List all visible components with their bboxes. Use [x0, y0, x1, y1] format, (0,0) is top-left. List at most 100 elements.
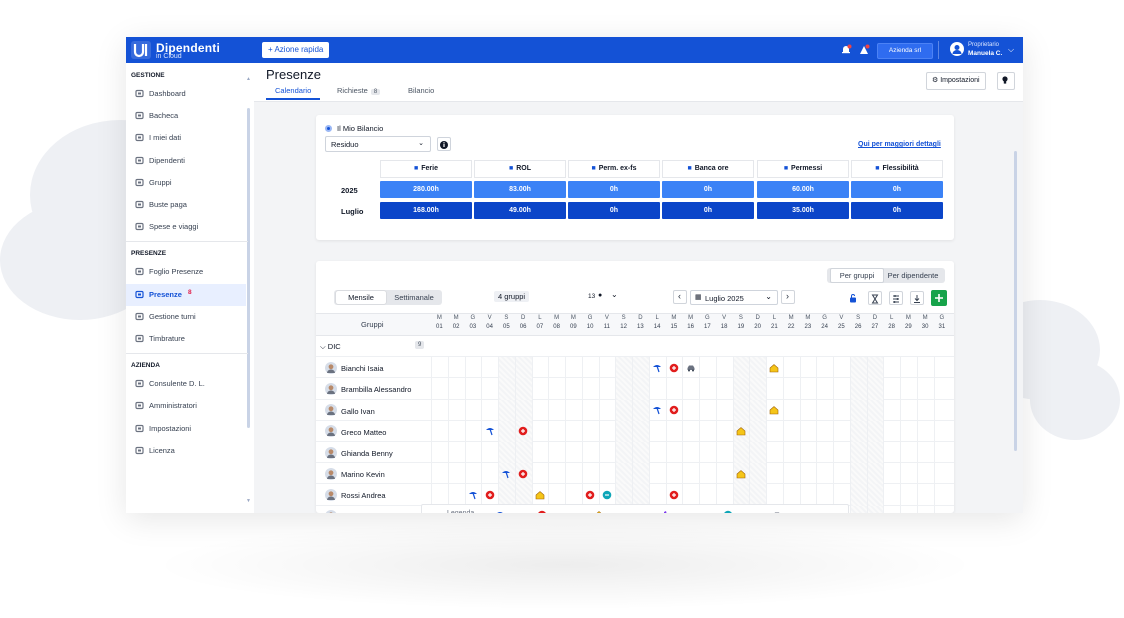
day-cell[interactable]: [816, 378, 833, 400]
day-cell[interactable]: [682, 420, 699, 442]
day-cell[interactable]: [849, 505, 867, 513]
day-cell[interactable]: [749, 463, 766, 485]
day-cell[interactable]: [581, 357, 599, 379]
day-cell[interactable]: [514, 484, 532, 506]
day-cell[interactable]: [732, 357, 750, 379]
day-cell[interactable]: [816, 420, 833, 442]
day-cell[interactable]: [866, 357, 884, 379]
day-number[interactable]: 08: [553, 324, 560, 330]
day-cell[interactable]: [799, 420, 817, 442]
day-cell[interactable]: [715, 357, 733, 379]
day-cell[interactable]: [431, 484, 448, 506]
sidebar-item-presenze[interactable]: Presenze 8: [126, 283, 246, 306]
day-cell[interactable]: [632, 399, 649, 421]
day-cell[interactable]: [849, 484, 867, 506]
day-cell[interactable]: [782, 357, 800, 379]
tab-richieste[interactable]: Richieste 8: [337, 86, 381, 95]
day-number[interactable]: 23: [804, 324, 812, 330]
day-cell[interactable]: [933, 484, 951, 506]
group-row[interactable]: [316, 336, 954, 358]
day-cell[interactable]: [866, 420, 884, 442]
day-cell[interactable]: [715, 442, 733, 464]
day-cell[interactable]: [883, 505, 900, 513]
info-button[interactable]: [437, 137, 451, 151]
day-cell[interactable]: [849, 420, 867, 442]
day-number[interactable]: 05: [503, 324, 510, 330]
day-cell[interactable]: [514, 378, 532, 400]
day-cell[interactable]: [732, 399, 750, 421]
day-cell[interactable]: [849, 399, 867, 421]
employee-name[interactable]: Gallo Ivan: [341, 406, 375, 416]
day-cell[interactable]: [615, 484, 632, 506]
user-avatar[interactable]: [950, 42, 964, 56]
day-cell[interactable]: [431, 442, 448, 464]
day-number[interactable]: 02: [452, 324, 460, 330]
day-cell[interactable]: [749, 399, 766, 421]
day-cell[interactable]: [883, 463, 900, 485]
day-cell[interactable]: [447, 357, 465, 379]
day-cell[interactable]: [766, 399, 783, 421]
day-cell[interactable]: [749, 378, 766, 400]
day-cell[interactable]: [431, 463, 448, 485]
day-cell[interactable]: [866, 442, 884, 464]
day-cell[interactable]: [749, 484, 766, 506]
day-cell[interactable]: [816, 399, 833, 421]
day-cell[interactable]: [782, 442, 800, 464]
balance-type-select[interactable]: Residuo ⌄: [325, 136, 431, 152]
day-number[interactable]: 30: [921, 324, 929, 330]
beach-icon[interactable]: [652, 405, 662, 415]
day-cell[interactable]: [866, 463, 884, 485]
home-icon[interactable]: [736, 426, 746, 436]
day-cell[interactable]: [816, 463, 833, 485]
day-cell[interactable]: [715, 463, 733, 485]
home-icon[interactable]: [769, 405, 779, 415]
day-cell[interactable]: [481, 484, 498, 506]
day-cell[interactable]: [816, 357, 833, 379]
sidebar-item-gruppi[interactable]: Gruppi: [126, 172, 246, 194]
day-cell[interactable]: [498, 463, 515, 485]
day-cell[interactable]: [682, 378, 699, 400]
sidebar-item-buste-paga[interactable]: Buste paga: [126, 194, 246, 216]
day-number[interactable]: 26: [854, 324, 862, 330]
day-cell[interactable]: [766, 420, 783, 442]
add-button[interactable]: [931, 290, 947, 306]
day-cell[interactable]: [782, 463, 800, 485]
overtime-icon[interactable]: [585, 490, 595, 500]
day-cell[interactable]: [916, 463, 934, 485]
day-cell[interactable]: [565, 399, 582, 421]
employee-name[interactable]: Rossi Andrea: [341, 491, 386, 501]
day-number[interactable]: 07: [536, 324, 544, 330]
day-cell[interactable]: [648, 442, 666, 464]
day-cell[interactable]: [431, 420, 448, 442]
day-cell[interactable]: [447, 484, 465, 506]
day-cell[interactable]: [648, 378, 666, 400]
day-cell[interactable]: [514, 399, 532, 421]
day-cell[interactable]: [699, 484, 716, 506]
day-cell[interactable]: [498, 442, 515, 464]
day-cell[interactable]: [464, 484, 482, 506]
day-cell[interactable]: [665, 442, 683, 464]
group-name[interactable]: ⌵ DIC: [320, 342, 341, 352]
employee-name[interactable]: Brambilla Alessandro: [341, 385, 412, 395]
company-button[interactable]: Azienda srl: [877, 43, 933, 59]
day-cell[interactable]: [481, 399, 498, 421]
day-cell[interactable]: [883, 378, 900, 400]
day-cell[interactable]: [615, 357, 632, 379]
day-cell[interactable]: [598, 463, 616, 485]
beach-icon[interactable]: [468, 490, 478, 500]
home-icon[interactable]: [535, 490, 545, 500]
day-cell[interactable]: [464, 357, 482, 379]
day-cell[interactable]: [531, 399, 549, 421]
day-cell[interactable]: [431, 357, 448, 379]
day-cell[interactable]: [531, 484, 549, 506]
day-cell[interactable]: [565, 420, 582, 442]
day-cell[interactable]: [548, 442, 565, 464]
day-cell[interactable]: [916, 505, 934, 513]
day-cell[interactable]: [598, 420, 616, 442]
day-cell[interactable]: [632, 484, 649, 506]
day-cell[interactable]: [581, 484, 599, 506]
day-cell[interactable]: [916, 420, 934, 442]
day-number[interactable]: 16: [687, 324, 694, 330]
day-cell[interactable]: [581, 463, 599, 485]
overtime-icon[interactable]: [669, 363, 679, 373]
